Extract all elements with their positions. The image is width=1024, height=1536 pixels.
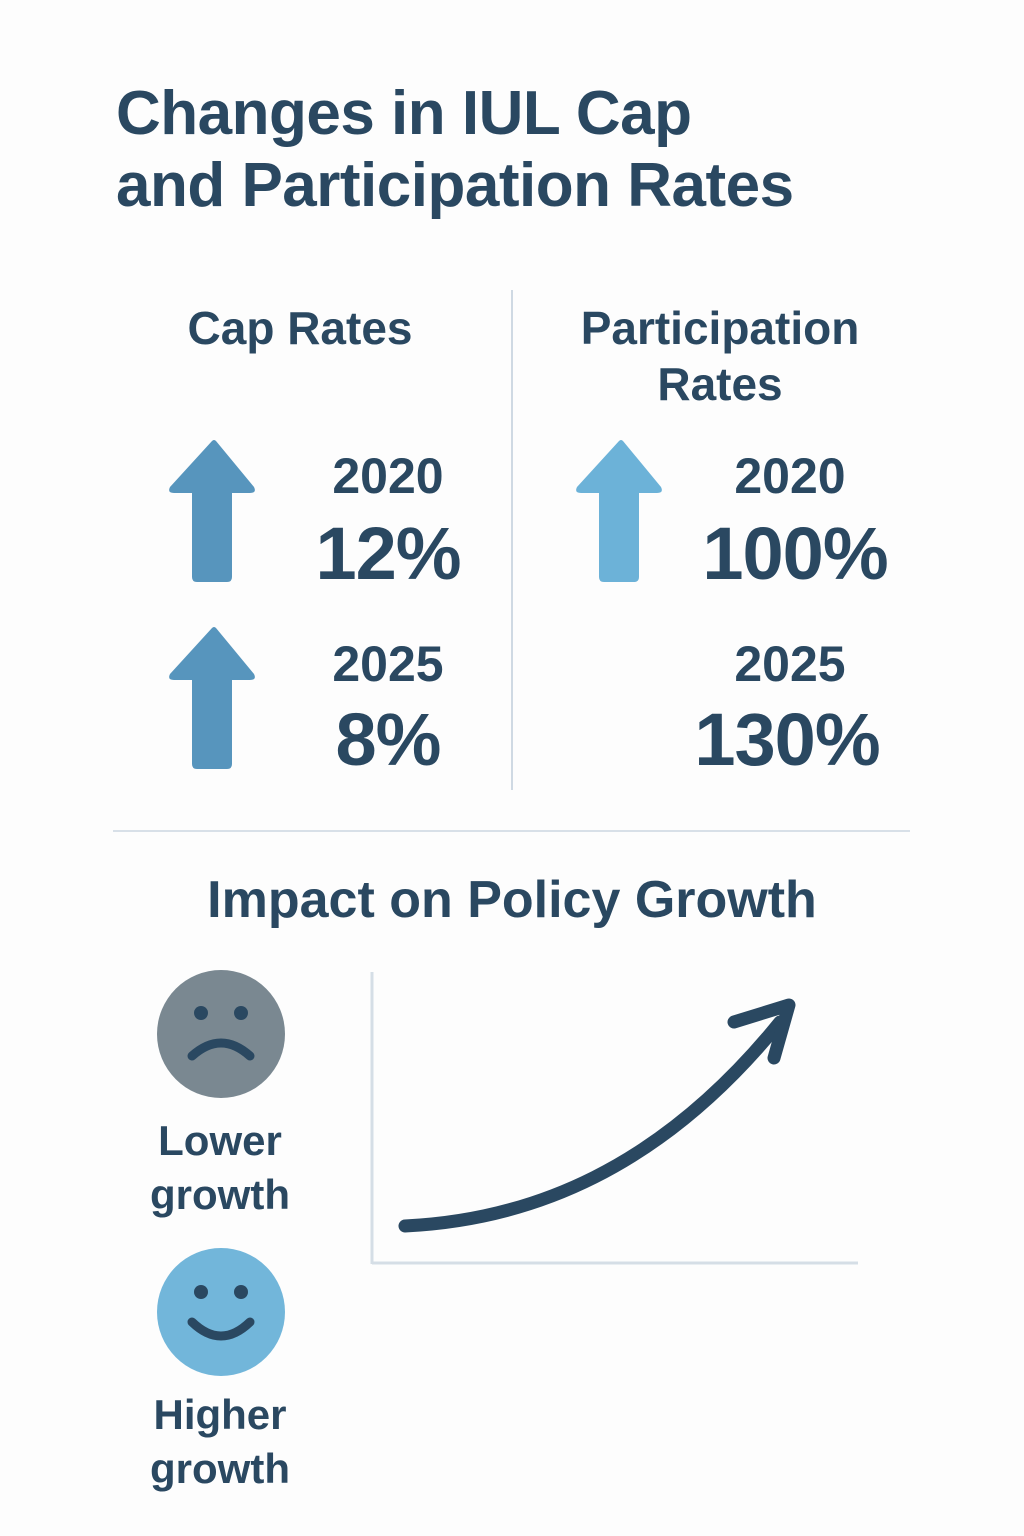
participation-rate-year: 2020 bbox=[734, 448, 846, 504]
cap-rate-value: 12% bbox=[315, 512, 461, 595]
happy-face-icon bbox=[155, 1246, 287, 1378]
cap-rate-year: 2025 bbox=[332, 636, 444, 692]
section-divider bbox=[113, 830, 910, 832]
page-title: Changes in IUL Cap and Participation Rat… bbox=[116, 79, 794, 220]
arrow-up-icon bbox=[166, 437, 258, 583]
growth-trend-arrow-icon bbox=[398, 998, 796, 1233]
column-divider bbox=[511, 290, 513, 790]
participation-rate-value: 100% bbox=[702, 512, 888, 595]
cap-rate-value: 8% bbox=[335, 698, 442, 781]
higher-growth-label: Higher growth bbox=[150, 1391, 290, 1492]
arrow-up-icon bbox=[166, 624, 258, 770]
participation-rate-year: 2025 bbox=[734, 636, 846, 692]
cap-rates-heading: Cap Rates bbox=[187, 302, 413, 354]
cap-rate-year: 2020 bbox=[332, 448, 444, 504]
impact-title: Impact on Policy Growth bbox=[207, 871, 817, 929]
arrow-up-icon bbox=[573, 437, 665, 583]
participation-rates-heading: Participation Rates bbox=[580, 302, 860, 410]
participation-rate-value: 130% bbox=[694, 698, 880, 781]
sad-face-icon bbox=[155, 968, 287, 1100]
growth-chart bbox=[360, 960, 880, 1280]
lower-growth-label: Lower growth bbox=[150, 1117, 290, 1218]
